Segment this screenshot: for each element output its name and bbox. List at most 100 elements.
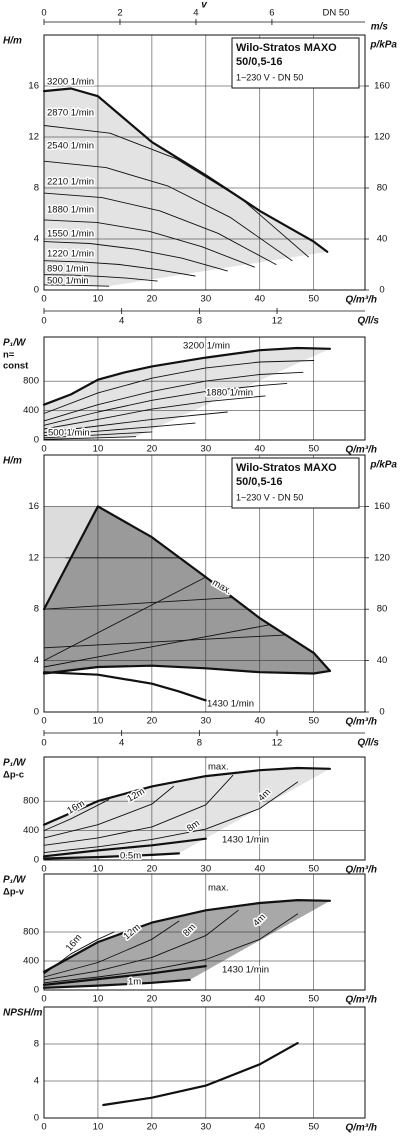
curve [42, 671, 207, 702]
plot-frame [43, 454, 366, 713]
curve-label: 1550 1/min [47, 229, 94, 240]
curve-label: max. [208, 762, 229, 773]
y-tick-label: 400 [23, 405, 39, 416]
x2-axis-label: Q/l/s [357, 316, 379, 327]
top-tick-label: 0 [41, 8, 46, 19]
curve [43, 774, 234, 846]
x-tick-label: 10 [93, 294, 104, 305]
y-tick-label: 400 [23, 825, 39, 836]
curve-label: 890 1/min [47, 264, 89, 275]
curve-label: 3200 1/min [183, 341, 230, 352]
curve-label: 2210 1/min [47, 177, 94, 188]
x-tick-label: 30 [201, 1122, 212, 1133]
y-tick-label: 0 [34, 435, 39, 446]
x2-tick-label: 0 [41, 316, 46, 327]
y-tick-label: 800 [23, 376, 39, 387]
curve [43, 125, 309, 258]
curve [43, 192, 277, 265]
plot-frame [43, 756, 366, 861]
mode-label: Δp-c [3, 770, 24, 781]
plot-frame [43, 1006, 366, 1119]
curve-label: 1430 1/min [207, 699, 254, 710]
curve [43, 597, 234, 610]
x-tick-label: 0 [41, 716, 46, 727]
y-axis-label: P₁/W [3, 338, 27, 349]
curve-label: 1220 1/min [47, 249, 94, 260]
y2-tick-label: 40 [377, 234, 388, 245]
top-tick-label: 6 [269, 8, 274, 19]
type-supply: 1~230 V - DN 50 [236, 492, 303, 502]
y-tick-label: 0 [34, 707, 39, 718]
x-axis-label: Q/m³/h [345, 445, 377, 456]
x-tick-label: 10 [93, 1122, 104, 1133]
y-tick-label: 8 [34, 183, 39, 194]
top-note: DN 50 [323, 8, 350, 19]
x-tick-label: 0 [41, 994, 46, 1005]
y2-tick-label: 40 [377, 655, 388, 666]
curve [42, 978, 191, 989]
y-tick-label: 800 [23, 927, 39, 938]
curve [42, 87, 329, 253]
y-tick-label: 16 [28, 501, 39, 512]
curve [43, 436, 137, 440]
curve-label: 0.5m [120, 851, 141, 862]
x-tick-label: 50 [308, 1122, 319, 1133]
mode-label: n= [3, 350, 15, 361]
y-tick-label: 4 [34, 1076, 39, 1087]
curve [43, 260, 196, 277]
y-tick-label: 12 [28, 552, 39, 563]
x-tick-label: 20 [147, 716, 158, 727]
curve-label: max. [208, 883, 229, 894]
x-tick-label: 10 [93, 994, 104, 1005]
type-box [231, 457, 360, 509]
curve [43, 422, 196, 437]
curve-label: 1m [128, 977, 141, 988]
curve [43, 160, 293, 262]
y-tick-label: 16 [28, 81, 39, 92]
curve [43, 274, 158, 282]
x-tick-label: 40 [255, 294, 266, 305]
curve-label: 1880 1/min [47, 205, 94, 216]
y-tick-label: 800 [23, 796, 39, 807]
x2-tick-label: 8 [197, 316, 202, 327]
plot-frame [43, 873, 366, 991]
mode-label: Δp-v [3, 887, 25, 898]
mode-label: const [3, 361, 29, 372]
y2-axis-label: p/kPa [369, 40, 397, 51]
curve [42, 852, 180, 860]
curve [43, 624, 272, 668]
top-tick-label: 4 [193, 8, 198, 19]
y-tick-label: 400 [23, 956, 39, 967]
x-tick-label: 50 [308, 864, 319, 875]
type-name: Wilo-Stratos MAXO [236, 462, 337, 474]
y-tick-label: 0 [34, 855, 39, 866]
operating-range [44, 768, 330, 859]
operating-range [44, 506, 330, 674]
curve [43, 284, 110, 287]
curve [102, 1042, 299, 1107]
curve [42, 766, 331, 826]
y-tick-label: 0 [34, 1113, 39, 1124]
curve [43, 360, 315, 414]
x-axis-label: Q/m³/h [345, 1123, 377, 1134]
curve-label: 2540 1/min [47, 141, 94, 152]
x-tick-label: 50 [308, 994, 319, 1005]
x-tick-label: 20 [147, 1122, 158, 1133]
y-axis-label: H/m [3, 456, 22, 467]
top-axis-label: v [201, 0, 208, 11]
curve [43, 241, 228, 272]
type-supply: 1~230 V - DN 50 [236, 72, 303, 82]
curve [43, 431, 153, 439]
y-axis-label: P₁/W [3, 758, 27, 769]
curve [43, 785, 174, 839]
curve [43, 371, 304, 422]
curve-label: 3200 1/min [47, 77, 94, 88]
x-tick-label: 0 [41, 1122, 46, 1133]
x-tick-label: 40 [255, 864, 266, 875]
x-tick-label: 20 [147, 994, 158, 1005]
curve [43, 913, 299, 984]
operating-range [44, 88, 328, 287]
y2-axis-label: p/kPa [369, 460, 397, 471]
curve [42, 899, 331, 973]
